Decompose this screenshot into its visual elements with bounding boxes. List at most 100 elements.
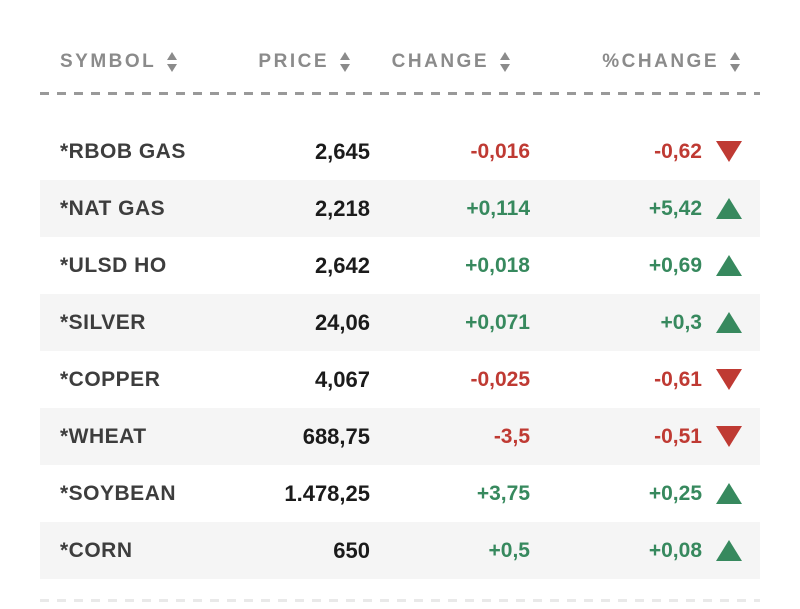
change-value: -3,5 [493, 424, 530, 448]
pct-change-cell: +0,69 [530, 254, 760, 278]
up-arrow-icon [716, 540, 742, 561]
sort-up-arrow-icon [500, 52, 510, 60]
table-row: *WHEAT 688,75 -3,5 -0,51 [40, 408, 760, 465]
symbol-cell: *CORN [40, 539, 270, 563]
symbol-label: *SOYBEAN [60, 481, 177, 505]
price-cell: 650 [270, 538, 370, 564]
sort-down-arrow-icon [167, 64, 178, 72]
symbol-cell: *SILVER [40, 311, 270, 335]
pct-change-cell: -0,62 [530, 140, 760, 164]
pct-change-cell: +0,3 [530, 311, 760, 335]
price-value: 2,645 [314, 138, 370, 164]
symbol-cell: *NAT GAS [40, 197, 270, 221]
pct-change-cell: -0,61 [530, 368, 760, 392]
pct-change-value: +0,3 [660, 310, 702, 334]
symbol-label: *CORN [60, 538, 133, 562]
price-value: 2,642 [314, 252, 370, 278]
change-value: -0,025 [470, 367, 530, 391]
pct-change-cell: +0,25 [530, 482, 760, 506]
pct-change-value: +0,08 [648, 538, 702, 562]
change-cell: +0,114 [370, 197, 530, 221]
table-row: *SOYBEAN 1.478,25 +3,75 +0,25 [40, 465, 760, 522]
pct-change-value: -0,62 [654, 139, 702, 163]
bottom-divider [40, 599, 760, 602]
change-cell: -0,025 [370, 368, 530, 392]
change-value: -0,016 [470, 139, 530, 163]
pct-change-value: -0,61 [654, 367, 702, 391]
column-header-price[interactable]: PRICE [258, 51, 370, 73]
change-value: +0,018 [465, 253, 530, 277]
price-cell: 4,067 [270, 367, 370, 393]
down-arrow-icon [716, 426, 742, 447]
symbol-label: *SILVER [60, 310, 146, 334]
up-arrow-icon [716, 198, 742, 219]
change-value: +3,75 [476, 481, 530, 505]
symbol-label: *ULSD HO [60, 253, 167, 277]
symbol-cell: *COPPER [40, 368, 270, 392]
table-row: *ULSD HO 2,642 +0,018 +0,69 [40, 237, 760, 294]
table-row: *SILVER 24,06 +0,071 +0,3 [40, 294, 760, 351]
column-header-change-label: CHANGE [391, 51, 489, 72]
symbol-cell: *WHEAT [40, 425, 270, 449]
sort-up-arrow-icon [730, 52, 740, 60]
price-value: 1.478,25 [284, 480, 370, 506]
column-header-pct-change-label: %CHANGE [602, 51, 719, 72]
pct-change-cell: -0,51 [530, 425, 760, 449]
up-arrow-icon [716, 483, 742, 504]
sort-icon[interactable] [167, 52, 178, 72]
column-header-symbol-label: SYMBOL [60, 51, 157, 72]
price-value: 4,067 [314, 366, 370, 392]
up-arrow-icon [716, 255, 742, 276]
change-cell: -0,016 [370, 140, 530, 164]
table-row: *COPPER 4,067 -0,025 -0,61 [40, 351, 760, 408]
sort-down-arrow-icon [730, 64, 740, 72]
sort-down-arrow-icon [340, 64, 350, 72]
sort-icon[interactable] [500, 52, 510, 72]
price-value: 650 [333, 537, 370, 563]
down-arrow-icon [716, 369, 742, 390]
symbol-cell: *ULSD HO [40, 254, 270, 278]
change-cell: +0,018 [370, 254, 530, 278]
change-value: +0,114 [466, 196, 530, 220]
change-value: +0,5 [488, 538, 530, 562]
symbol-cell: *RBOB GAS [40, 140, 270, 164]
price-cell: 2,218 [270, 196, 370, 222]
column-header-symbol[interactable]: SYMBOL [40, 51, 270, 73]
symbol-label: *WHEAT [60, 424, 147, 448]
change-cell: +3,75 [370, 482, 530, 506]
price-value: 688,75 [302, 423, 370, 449]
price-cell: 688,75 [270, 424, 370, 450]
table-row: *CORN 650 +0,5 +0,08 [40, 522, 760, 579]
column-header-pct-change[interactable]: %CHANGE [530, 51, 760, 73]
table-row: *NAT GAS 2,218 +0,114 +5,42 [40, 180, 760, 237]
pct-change-value: -0,51 [654, 424, 702, 448]
price-cell: 24,06 [270, 310, 370, 336]
column-header-price-label: PRICE [258, 51, 329, 72]
symbol-label: *NAT GAS [60, 196, 166, 220]
pct-change-value: +5,42 [648, 196, 702, 220]
price-cell: 1.478,25 [270, 481, 370, 507]
pct-change-cell: +5,42 [530, 197, 760, 221]
pct-change-value: +0,25 [648, 481, 702, 505]
sort-up-arrow-icon [340, 52, 350, 60]
change-cell: -3,5 [370, 425, 530, 449]
price-cell: 2,642 [270, 253, 370, 279]
down-arrow-icon [716, 141, 742, 162]
table-row: *RBOB GAS 2,645 -0,016 -0,62 [40, 123, 760, 180]
table-header-row: SYMBOL PRICE CHANGE [40, 36, 760, 88]
sort-down-arrow-icon [500, 64, 510, 72]
sort-icon[interactable] [730, 52, 740, 72]
sort-up-arrow-icon [167, 52, 178, 60]
up-arrow-icon [716, 312, 742, 333]
price-value: 24,06 [314, 309, 370, 335]
column-header-change[interactable]: CHANGE [370, 51, 530, 73]
change-value: +0,071 [465, 310, 530, 334]
table-body: *RBOB GAS 2,645 -0,016 -0,62 *NAT GAS 2,… [40, 123, 760, 579]
change-cell: +0,5 [370, 539, 530, 563]
price-value: 2,218 [314, 195, 370, 221]
sort-icon[interactable] [340, 52, 350, 72]
symbol-label: *COPPER [60, 367, 161, 391]
pct-change-value: +0,69 [648, 253, 702, 277]
symbol-label: *RBOB GAS [60, 139, 186, 163]
